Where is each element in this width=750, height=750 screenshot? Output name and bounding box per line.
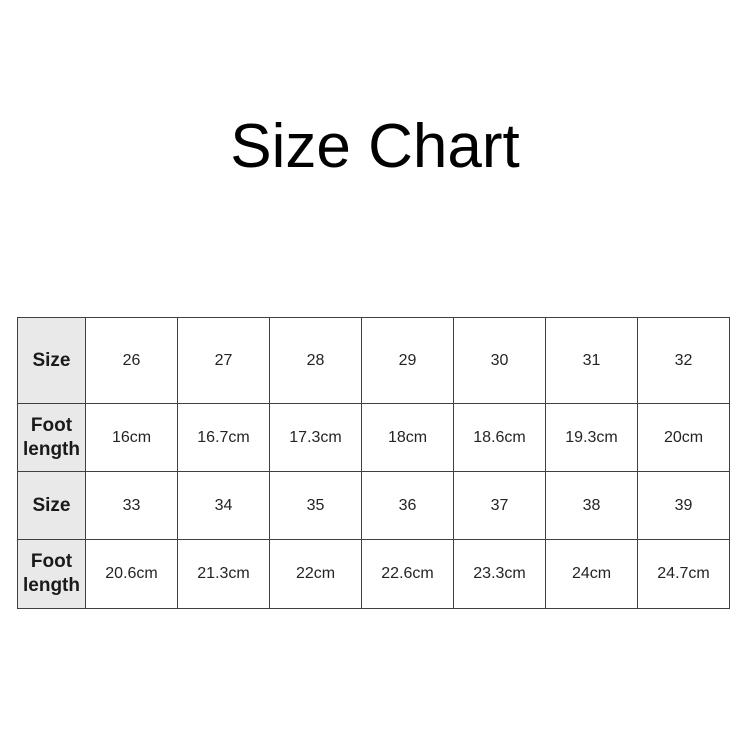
table-row: Foot length 16cm 16.7cm 17.3cm 18cm 18.6… xyxy=(17,403,730,472)
size-cell: 28 xyxy=(269,317,362,404)
row-header-foot-length: Foot length xyxy=(17,403,86,472)
size-cell: 38 xyxy=(545,471,638,540)
table-row: Size 33 34 35 36 37 38 39 xyxy=(17,471,730,540)
foot-length-cell: 21.3cm xyxy=(177,539,270,609)
row-header-size: Size xyxy=(17,471,86,540)
size-cell: 30 xyxy=(453,317,546,404)
foot-length-cell: 18.6cm xyxy=(453,403,546,472)
foot-length-cell: 24.7cm xyxy=(637,539,730,609)
size-cell: 26 xyxy=(85,317,178,404)
size-cell: 37 xyxy=(453,471,546,540)
foot-length-cell: 23.3cm xyxy=(453,539,546,609)
size-table: Size 26 27 28 29 30 31 32 Foot length 16… xyxy=(17,317,730,609)
row-header-foot-length: Foot length xyxy=(17,539,86,609)
page-title: Size Chart xyxy=(230,112,520,181)
table-row: Foot length 20.6cm 21.3cm 22cm 22.6cm 23… xyxy=(17,539,730,609)
foot-length-cell: 24cm xyxy=(545,539,638,609)
row-header-size: Size xyxy=(17,317,86,404)
foot-length-cell: 20.6cm xyxy=(85,539,178,609)
size-cell: 32 xyxy=(637,317,730,404)
size-cell: 35 xyxy=(269,471,362,540)
size-table-container: Size 26 27 28 29 30 31 32 Foot length 16… xyxy=(17,317,730,609)
foot-length-cell: 22cm xyxy=(269,539,362,609)
size-cell: 39 xyxy=(637,471,730,540)
size-cell: 34 xyxy=(177,471,270,540)
foot-length-cell: 16.7cm xyxy=(177,403,270,472)
table-row: Size 26 27 28 29 30 31 32 xyxy=(17,317,730,404)
size-cell: 31 xyxy=(545,317,638,404)
foot-length-cell: 17.3cm xyxy=(269,403,362,472)
foot-length-cell: 22.6cm xyxy=(361,539,454,609)
foot-length-cell: 19.3cm xyxy=(545,403,638,472)
foot-length-cell: 18cm xyxy=(361,403,454,472)
size-cell: 29 xyxy=(361,317,454,404)
foot-length-cell: 16cm xyxy=(85,403,178,472)
size-cell: 33 xyxy=(85,471,178,540)
size-cell: 36 xyxy=(361,471,454,540)
size-cell: 27 xyxy=(177,317,270,404)
foot-length-cell: 20cm xyxy=(637,403,730,472)
